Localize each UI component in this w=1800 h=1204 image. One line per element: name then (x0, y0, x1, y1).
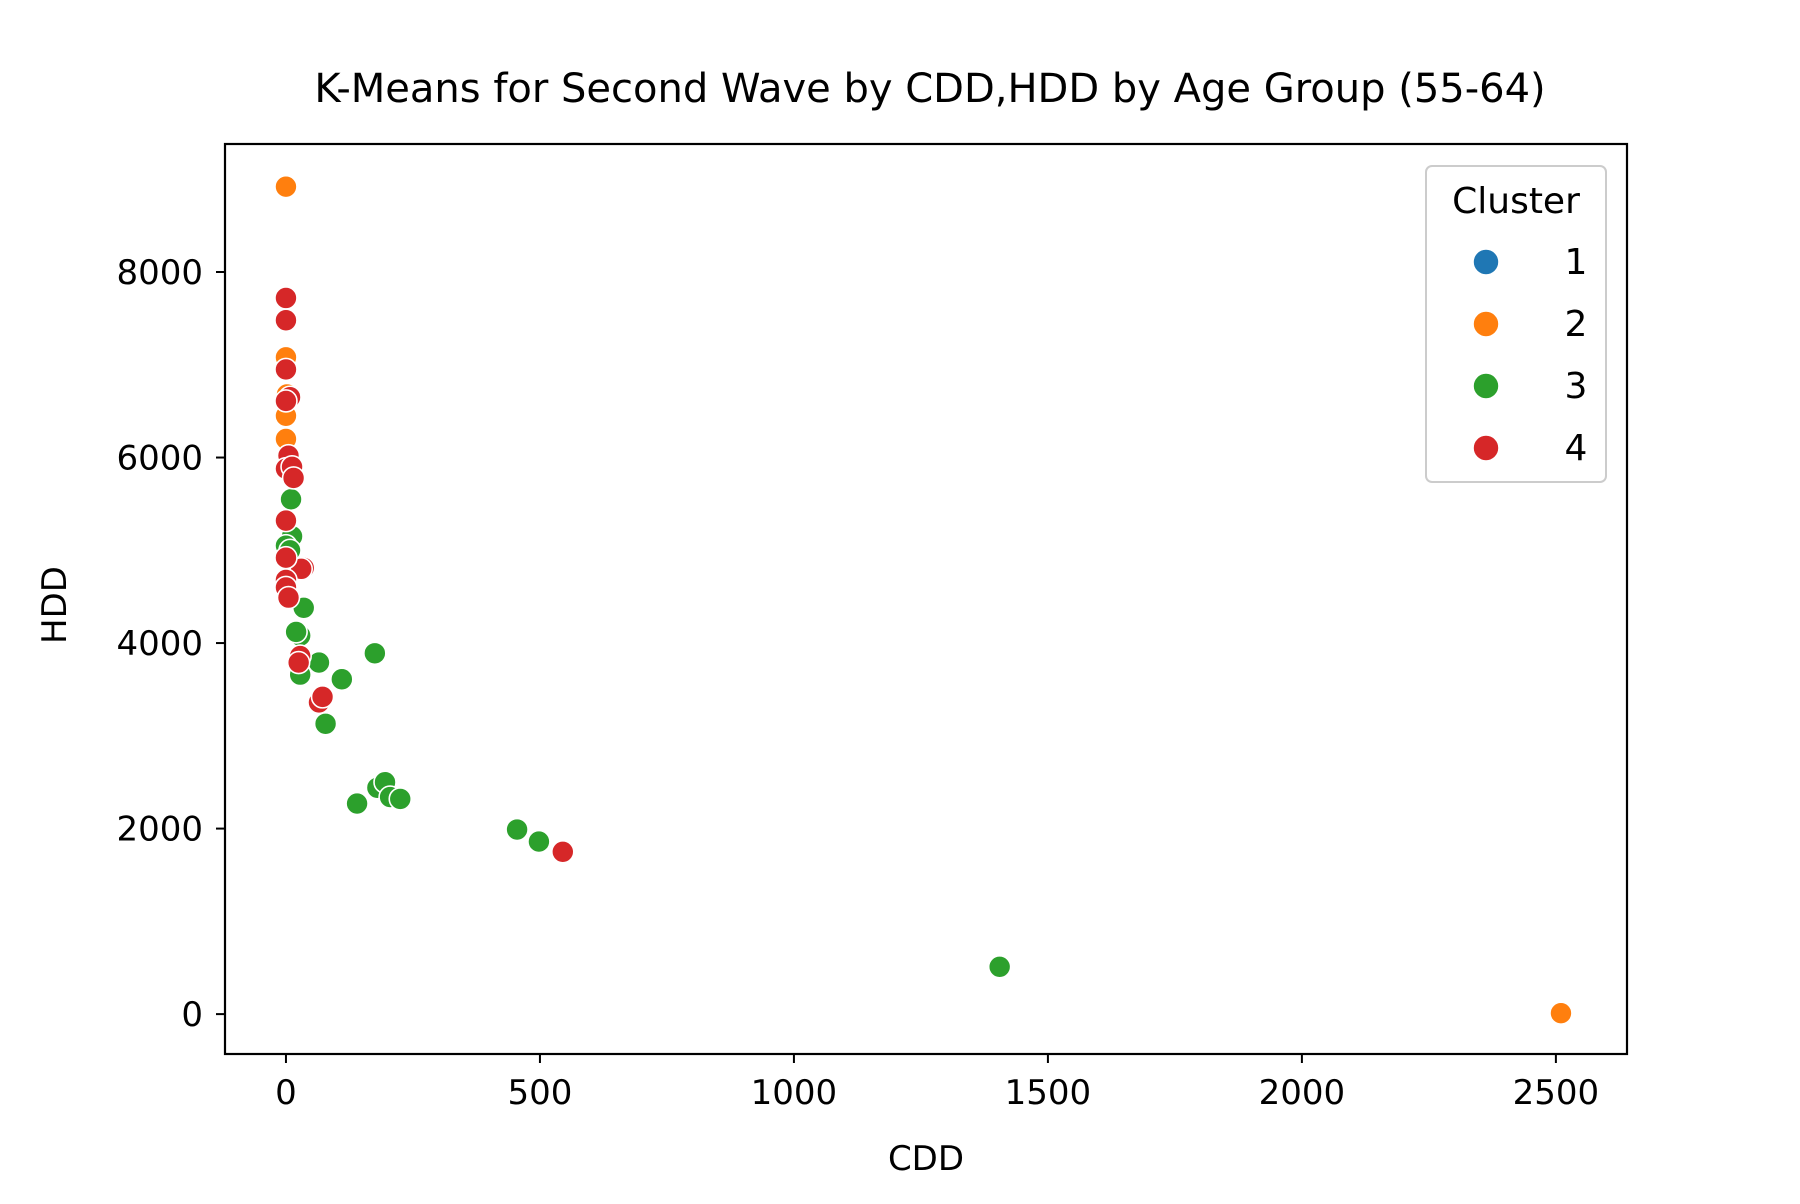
data-point (276, 585, 301, 610)
data-point (274, 508, 298, 533)
x-axis: 0 500 1000 1500 2000 2500 (275, 1054, 1599, 1113)
y-axis: 0 2000 4000 6000 8000 (116, 253, 225, 1035)
x-tick-label: 0 (275, 1073, 297, 1113)
x-tick-label: 500 (507, 1073, 572, 1113)
data-point (330, 667, 354, 692)
data-point (281, 466, 306, 490)
data-point (274, 545, 298, 570)
data-point (310, 685, 335, 709)
legend-label: 1 (1565, 242, 1588, 283)
data-point (274, 389, 298, 413)
legend-entry-cluster-3: 3 (1472, 366, 1588, 407)
data-point (1549, 1001, 1573, 1025)
data-point (274, 286, 298, 310)
legend-entry-cluster-4: 4 (1472, 428, 1588, 469)
data-point (274, 357, 298, 382)
legend-entries: 1 2 3 4 (1472, 242, 1588, 469)
legend-marker (1472, 248, 1500, 276)
legend-marker (1472, 310, 1500, 338)
data-point (551, 839, 575, 864)
data-point (284, 620, 308, 644)
data-point (987, 955, 1012, 979)
legend-label: 3 (1565, 366, 1588, 407)
data-point (286, 650, 311, 675)
x-tick-label: 1000 (751, 1073, 838, 1113)
data-point (363, 641, 387, 666)
legend-marker (1472, 372, 1500, 400)
legend: Cluster 1 2 3 4 (1425, 165, 1607, 483)
x-tick-label: 2500 (1513, 1073, 1600, 1113)
legend-marker (1472, 434, 1500, 462)
plot-area (274, 174, 1573, 1025)
legend-frame (1425, 165, 1607, 483)
legend-label: 2 (1565, 304, 1588, 345)
data-point (527, 829, 551, 854)
legend-entry-cluster-1: 1 (1472, 242, 1588, 283)
y-tick-label: 2000 (116, 810, 203, 850)
y-tick-label: 8000 (116, 253, 203, 293)
x-tick-label: 2000 (1259, 1073, 1346, 1113)
legend-entry-cluster-2: 2 (1472, 304, 1588, 345)
series-cluster-4 (274, 286, 575, 864)
y-tick-label: 0 (181, 995, 203, 1035)
data-point (313, 711, 338, 736)
x-tick-label: 1500 (1005, 1073, 1092, 1113)
data-point (279, 487, 303, 512)
data-point (274, 308, 298, 333)
data-point (388, 787, 413, 811)
legend-label: 4 (1565, 428, 1588, 469)
y-axis-label: HDD (35, 566, 75, 644)
data-point (505, 817, 529, 842)
legend-title: Cluster (1452, 181, 1580, 222)
y-tick-label: 4000 (116, 624, 203, 664)
plot-frame (223, 142, 1629, 1056)
chart-title: K-Means for Second Wave by CDD,HDD by Ag… (314, 66, 1545, 112)
x-axis-label: CDD (888, 1139, 964, 1179)
data-point (345, 791, 369, 816)
y-tick-label: 6000 (116, 439, 203, 479)
data-point (274, 174, 298, 199)
